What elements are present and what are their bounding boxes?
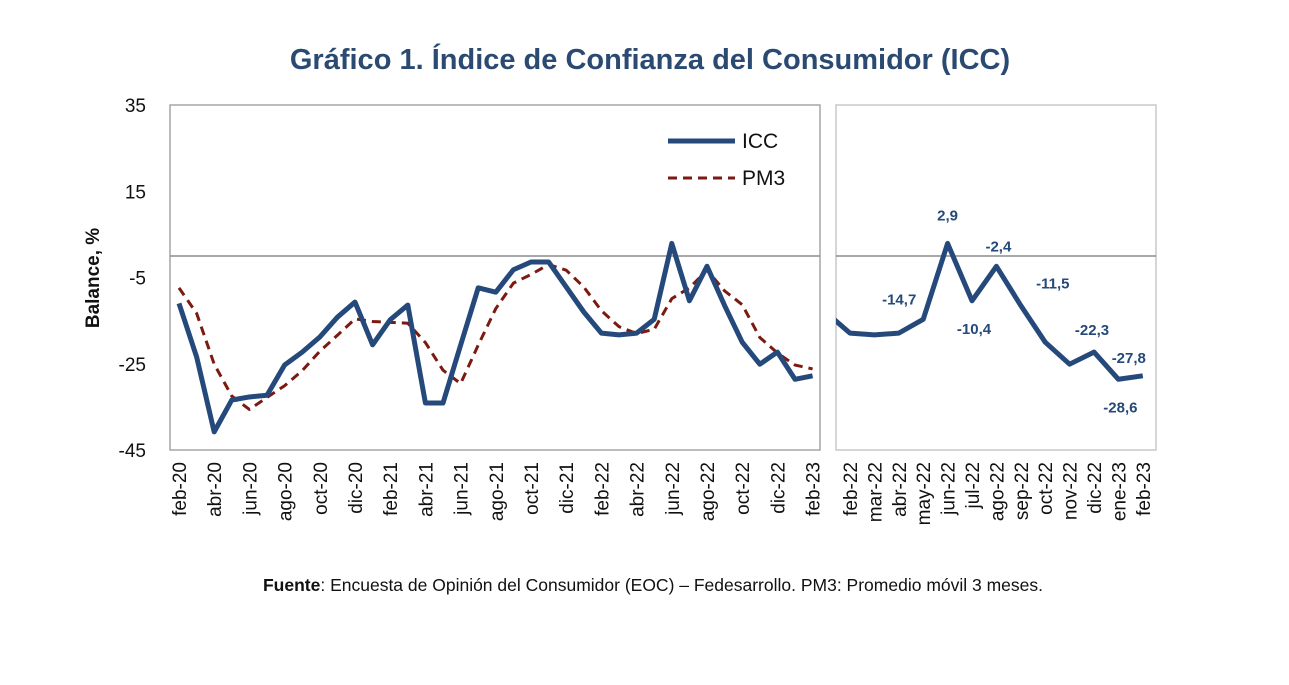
legend-pm3-label: PM3: [742, 167, 785, 190]
x-tick-label: feb-21: [381, 462, 402, 516]
x-tick-label: ago-20: [276, 462, 297, 521]
x-tick-label: dic-20: [346, 462, 367, 514]
x-tick-label: oct-22: [733, 462, 754, 515]
x-tick-label: ene-23: [1109, 462, 1130, 521]
chart-title: Gráfico 1. Índice de Confianza del Consu…: [289, 44, 1011, 76]
y-tick-label: 15: [125, 182, 146, 203]
x-tick-label: jul-22: [963, 462, 984, 509]
y-tick-label: -45: [119, 441, 146, 462]
x-tick-label: dic-22: [1085, 462, 1106, 514]
x-tick-label: nov-22: [1061, 462, 1082, 520]
data-label: -10,4: [957, 321, 992, 338]
y-tick-label: -25: [119, 355, 146, 376]
data-label: 2,9: [937, 207, 958, 224]
series-icc-line: [176, 240, 814, 435]
x-tick-label: sep-22: [1012, 462, 1033, 520]
x-tick-label: abr-22: [890, 462, 911, 517]
x-tick-label: feb-23: [1134, 462, 1155, 516]
legend-icc-label: ICC: [742, 130, 778, 153]
x-tick-label: feb-20: [170, 462, 191, 516]
legend: ICC PM3: [668, 130, 785, 190]
x-tick-label: abr-22: [628, 462, 649, 517]
x-tick-label: feb-23: [804, 462, 825, 516]
source-label: Fuente: [262, 575, 321, 595]
x-tick-label: jun-21: [452, 462, 473, 516]
x-tick-label: feb-22: [841, 462, 862, 516]
data-label: -28,6: [1103, 399, 1137, 416]
left-plot-frame: [169, 104, 821, 451]
data-label: -14,7: [882, 291, 916, 308]
x-tick-label: abr-21: [416, 462, 437, 517]
x-tick-label: jun-22: [939, 462, 960, 516]
series-icc-line-zoom: [836, 240, 1144, 382]
x-tick-label: feb-22: [592, 462, 613, 516]
data-label: -2,4: [985, 238, 1012, 255]
x-tick-label: oct-22: [1036, 462, 1057, 515]
x-tick-label: dic-21: [557, 462, 578, 514]
right-plot-frame: [835, 104, 1157, 451]
data-label: -11,5: [1036, 276, 1069, 293]
x-tick-label: oct-20: [311, 462, 332, 515]
x-tick-label: mar-22: [865, 462, 886, 522]
data-label: -27,8: [1112, 350, 1146, 367]
x-tick-label: may-22: [914, 462, 935, 525]
x-tick-label: oct-21: [522, 462, 543, 515]
x-tick-label: ago-22: [698, 462, 719, 521]
source-text: : Encuesta de Opinión del Consumidor (EO…: [320, 575, 1044, 595]
x-tick-label: ago-21: [487, 462, 508, 521]
x-tick-label: jun-22: [663, 462, 684, 516]
x-tick-label: ago-22: [987, 462, 1008, 521]
y-axis-label: Balance, %: [83, 228, 104, 328]
x-tick-label: jun-20: [240, 462, 261, 516]
x-tick-label: dic-22: [768, 462, 789, 514]
y-tick-label: 35: [125, 96, 146, 117]
data-label: -22,3: [1075, 322, 1109, 339]
source-note: Fuente: Encuesta de Opinión del Consumid…: [0, 575, 1289, 596]
y-tick-label: -5: [129, 269, 146, 290]
x-tick-label: abr-20: [205, 462, 226, 517]
